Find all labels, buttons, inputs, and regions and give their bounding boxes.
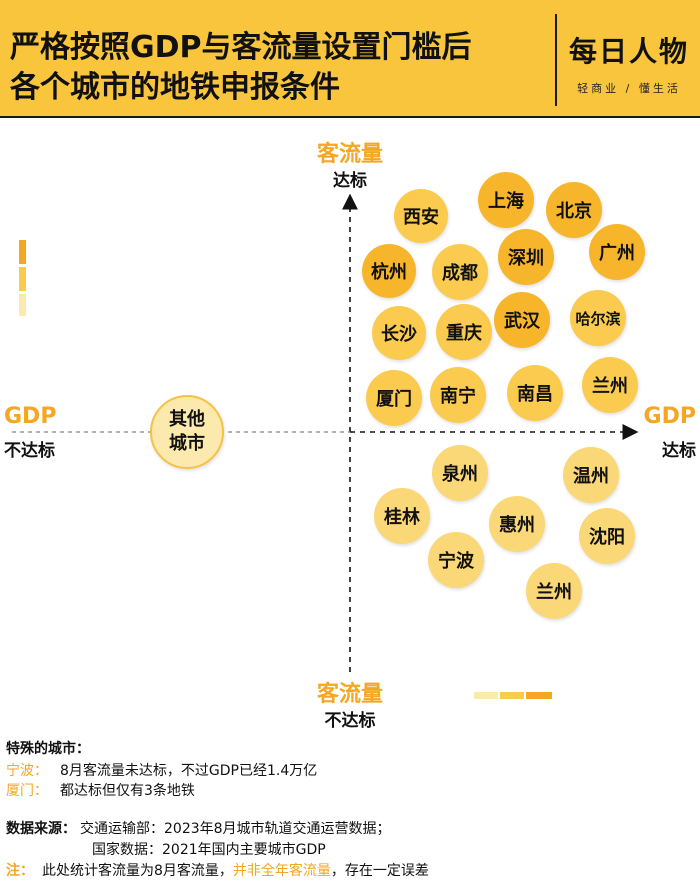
bubble-wenzhou: 温州	[563, 447, 619, 503]
swatch-left-1	[19, 240, 26, 264]
left-axis-label: GDP	[4, 404, 57, 429]
bubble-beijing: 北京	[546, 182, 602, 238]
bubble-guangzhou: 广州	[589, 224, 645, 280]
note-text-2: ，存在一定误差	[330, 863, 429, 879]
bubble-chongqing: 重庆	[436, 304, 492, 360]
swatch-bottom-1	[474, 692, 498, 699]
left-axis-sub: 不达标	[4, 441, 55, 461]
bubble-ningbo: 宁波	[428, 532, 484, 588]
bubble-shanghai: 上海	[478, 172, 534, 228]
bubble-xian: 西安	[394, 189, 448, 243]
top-axis-label: 客流量	[316, 142, 383, 167]
special-heading: 特殊的城市：	[6, 741, 90, 757]
note-label: 注：	[6, 863, 34, 879]
header-divider	[555, 14, 557, 106]
right-axis-sub: 达标	[662, 441, 696, 461]
source-text-2: 国家数据：2021年国内主要城市GDP	[92, 842, 326, 858]
brand-tagline: 轻商业 / 懂生活	[577, 82, 681, 95]
source-line-2: 国家数据：2021年国内主要城市GDP	[92, 839, 326, 859]
source-line-1: 数据来源： 交通运输部：2023年8月城市轨道交通运营数据；	[6, 818, 391, 838]
bubble-nanchang: 南昌	[507, 365, 563, 421]
bubble-other-cities: 其他 城市	[150, 395, 224, 469]
swatch-left-3	[19, 294, 26, 316]
bubble-wuhan: 武汉	[494, 292, 550, 348]
bubble-nanning: 南宁	[430, 367, 486, 423]
special-xiamen: 厦门： 都达标但仅有3条地铁	[6, 780, 195, 800]
header-banner: 严格按照GDP与客流量设置门槛后 各个城市的地铁申报条件 每日人物 轻商业 / …	[0, 0, 700, 118]
ningbo-text: 8月客流量未达标，不过GDP已经1.4万亿	[60, 763, 318, 779]
bubble-quanzhou: 泉州	[432, 445, 488, 501]
bubble-shenzhen: 深圳	[498, 229, 554, 285]
special-ningbo: 宁波： 8月客流量未达标，不过GDP已经1.4万亿	[6, 760, 317, 780]
swatch-bottom-3	[526, 692, 552, 699]
note-highlight: 并非全年客流量	[232, 863, 331, 879]
brand-logo: 每日人物	[568, 35, 689, 68]
bubble-lanzhou-lower: 兰州	[526, 563, 582, 619]
bubble-xiamen: 厦门	[366, 370, 422, 426]
bubble-chengdu: 成都	[432, 244, 488, 300]
bottom-axis-sub: 不达标	[324, 711, 376, 731]
bubble-lanzhou-upper: 兰州	[582, 357, 638, 413]
top-axis-sub: 达标	[333, 171, 367, 191]
swatch-left-2	[19, 267, 26, 291]
ningbo-label: 宁波：	[6, 763, 48, 779]
bottom-axis-label: 客流量	[316, 682, 383, 707]
xiamen-label: 厦门：	[6, 783, 48, 799]
right-axis-label: GDP	[643, 404, 696, 429]
source-text-1: 交通运输部：2023年8月城市轨道交通运营数据；	[80, 821, 391, 837]
bubble-huizhou: 惠州	[489, 496, 545, 552]
bubble-guilin: 桂林	[374, 488, 430, 544]
bubble-shenyang: 沈阳	[579, 508, 635, 564]
note-line: 注： 此处统计客流量为8月客流量，并非全年客流量，存在一定误差	[6, 860, 429, 880]
source-label: 数据来源：	[6, 821, 76, 837]
bubble-changsha: 长沙	[372, 306, 426, 360]
xiamen-text: 都达标但仅有3条地铁	[60, 783, 195, 799]
title-line-2: 各个城市的地铁申报条件	[10, 70, 340, 105]
title-line-1: 严格按照GDP与客流量设置门槛后	[10, 30, 472, 65]
bubble-hangzhou: 杭州	[362, 244, 416, 298]
bubble-harbin: 哈尔滨	[570, 290, 626, 346]
note-text-1: 此处统计客流量为8月客流量，	[42, 863, 233, 879]
swatch-bottom-2	[500, 692, 524, 699]
